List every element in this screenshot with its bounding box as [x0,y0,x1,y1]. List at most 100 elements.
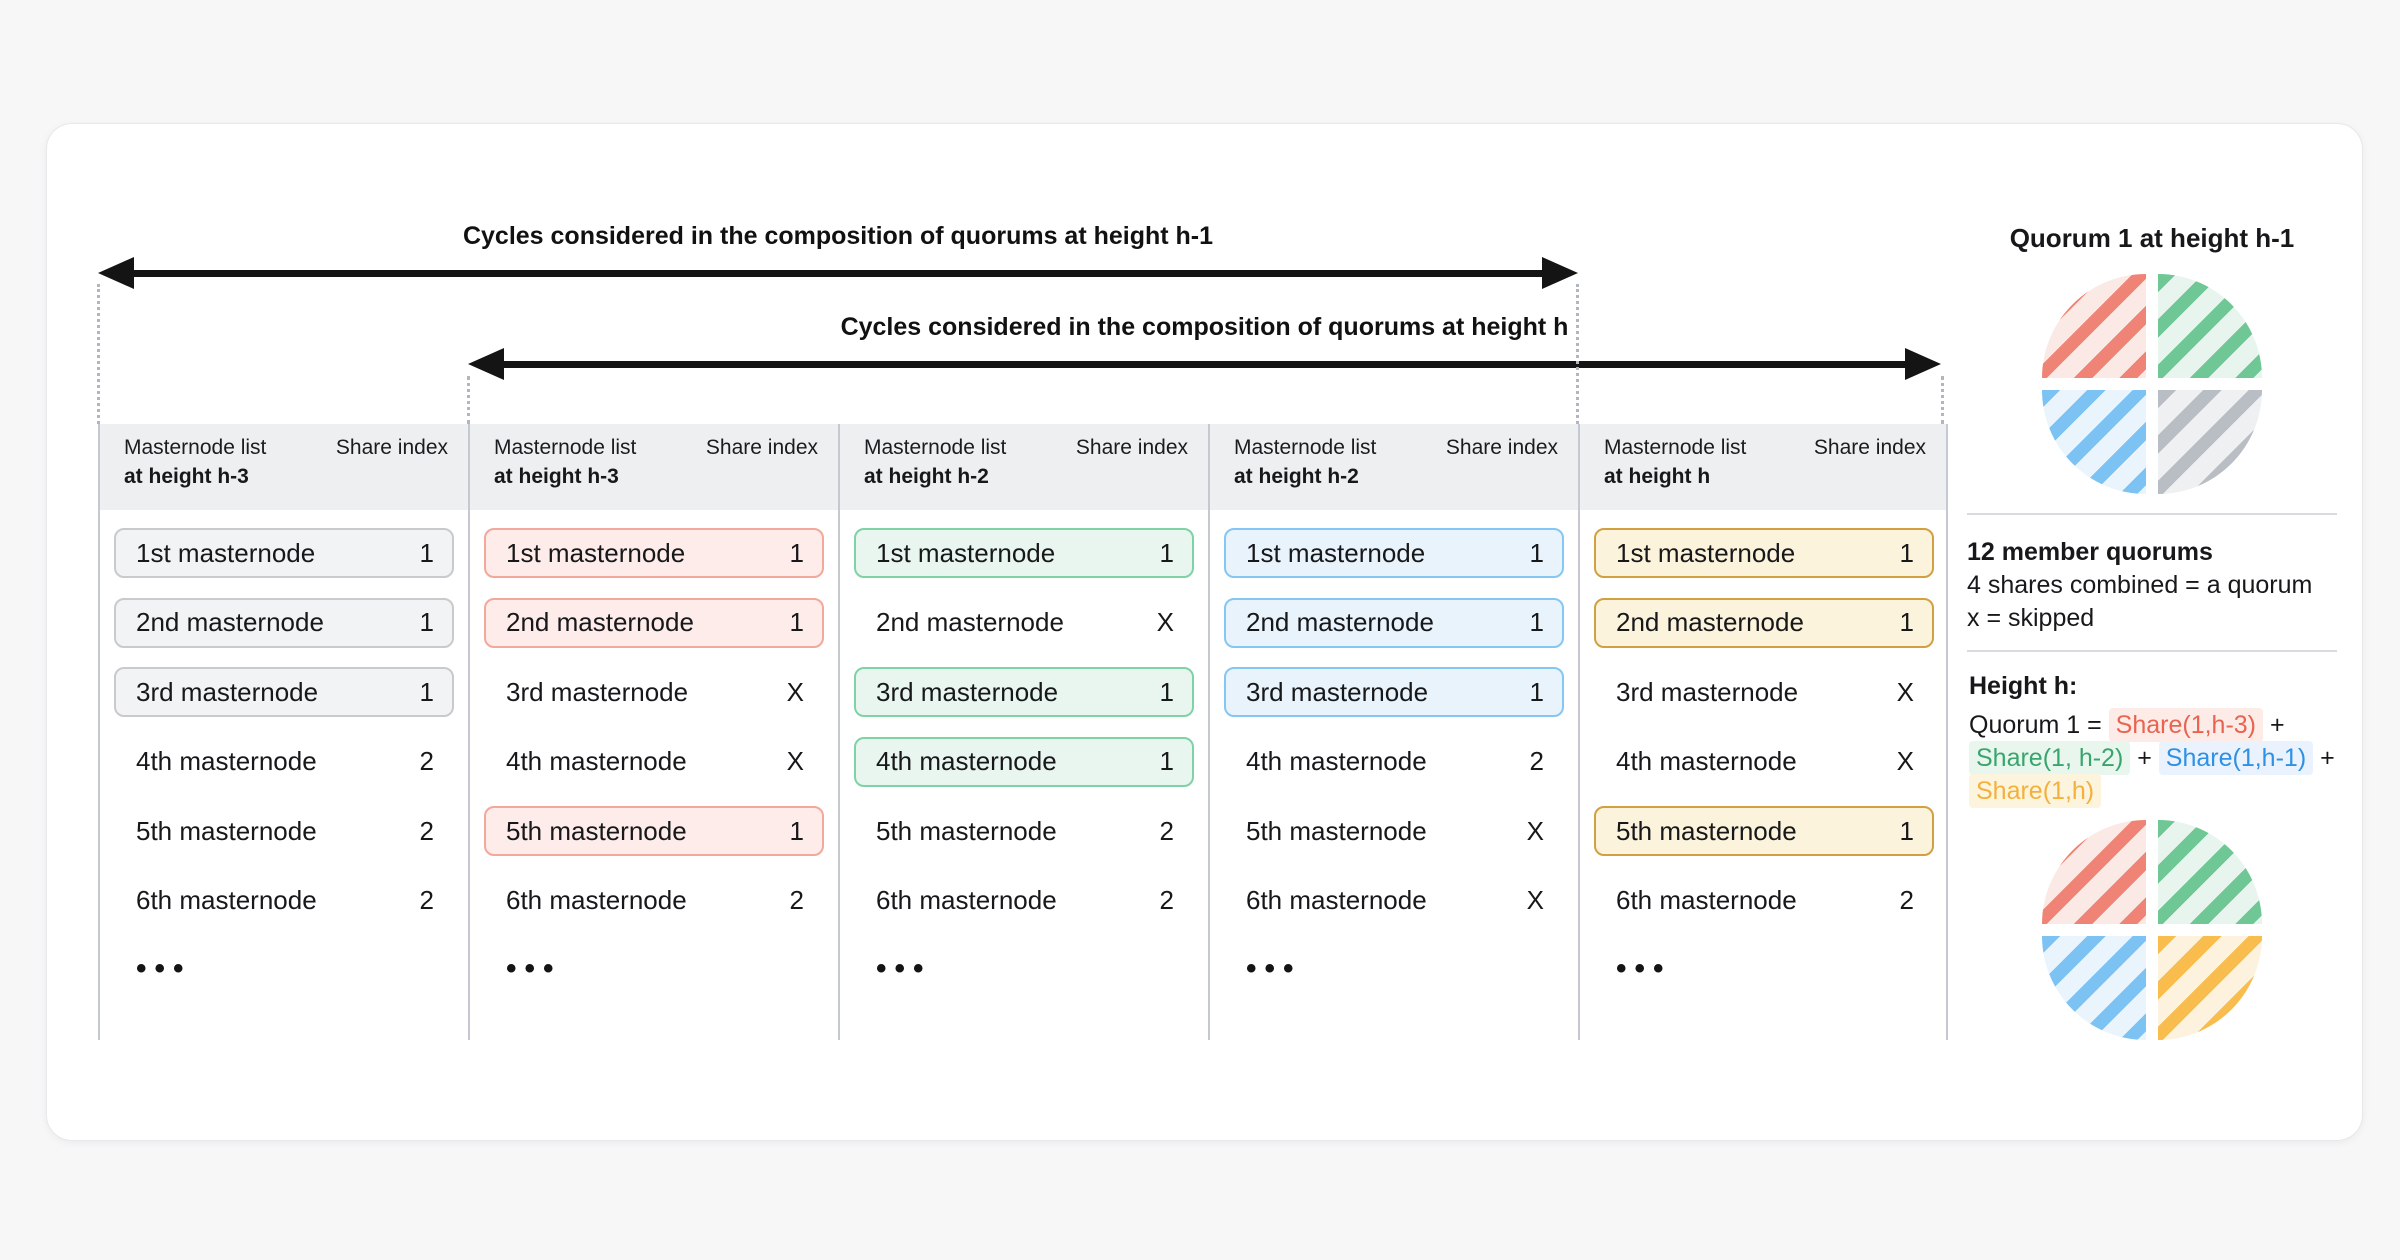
formula-line: Share(1,h) [1969,774,2349,808]
pie-quadrant-green-striped [2158,274,2262,378]
share-index-value: 1 [1159,676,1174,707]
share-index-value: X [1156,607,1174,637]
pie-quadrant-yellow-striped [2158,936,2262,1040]
share-index-value: 1 [1159,746,1174,776]
column-header-line1: Masternode list Share index [1234,436,1558,460]
share-index-value: 1 [1899,537,1914,568]
column-title: Masternode list [1234,436,1377,459]
masternode-row: 4th masternode 1 [854,736,1194,787]
column-header: Masternode list Share index at height h-3 [470,424,838,510]
masternode-row: 5th masternode 1 [1594,806,1934,856]
masternode-row: 5th masternode 2 [854,806,1194,856]
quorum-notes: 12 member quorums 4 shares combined = a … [1967,536,2347,635]
panel-divider [1967,513,2337,515]
pie-quadrant-red-striped [2042,274,2146,378]
masternode-label: 6th masternode [1616,885,1797,915]
column-header-line1: Masternode list Share index [124,436,448,460]
more-rows-ellipsis: ••• [1616,952,1672,985]
share-index-value: 1 [1899,815,1914,846]
formula-term-blue: Share(1,h-1) [2158,741,2314,775]
share-index-value: 2 [419,815,434,846]
share-index-value: 1 [789,537,804,568]
pie-quadrant-blue-striped [2042,390,2146,494]
column-title: Masternode list [494,436,637,459]
masternode-row: 4th masternode X [1594,737,1934,787]
share-index-value: 1 [1159,537,1174,568]
masternode-row: 2nd masternode 1 [484,597,824,648]
panel-divider [1967,650,2337,652]
share-index-value: 1 [789,815,804,846]
share-index-value: 2 [419,746,434,776]
shares-combined-note: 4 shares combined = a quorum [1967,571,2313,599]
formula-term-plain: + [2313,744,2335,772]
share-index-value: X [1526,885,1544,915]
masternode-label: 1st masternode [1246,537,1426,568]
dotted-connector [1941,376,1944,424]
masternode-row: 3rd masternode X [1594,667,1934,717]
share-index-value: 2 [1159,815,1174,846]
masternode-row: 6th masternode 2 [114,876,454,926]
formula-term-yellow: Share(1,h) [1969,774,2102,808]
column-header: Masternode list Share index at height h [1580,424,1946,510]
dotted-connector [1576,284,1579,424]
masternode-label: 5th masternode [506,815,687,846]
cycles-arrow-h-1 [98,257,1578,289]
column-header-line1: Masternode list Share index [1604,436,1926,460]
masternode-row: 5th masternode 1 [484,806,824,856]
cycles-arrow-label-h-1: Cycles considered in the composition of … [462,222,1214,250]
masternode-label: 2nd masternode [1616,607,1804,637]
masternode-row: 5th masternode X [1224,806,1564,856]
quorum-pie-chart-h-1 [2042,274,2262,494]
masternode-row: 4th masternode X [484,737,824,787]
masternode-row: 1st masternode 1 [114,528,454,578]
arrow-right-head-icon [1542,257,1578,289]
masternode-column-at-height-h-3: Masternode list Share index at height h-3 1… [468,424,838,1040]
masternode-label: 3rd masternode [506,676,689,707]
masternode-label: 3rd masternode [1246,676,1429,707]
column-title: Masternode list [124,436,267,459]
more-rows-ellipsis: ••• [506,952,562,985]
quorum-title: Quorum 1 at height h-1 [2009,223,2295,253]
masternode-row: 3rd masternode 1 [1224,667,1564,717]
masternode-row: 3rd masternode X [484,667,824,717]
formula-term-plain: + [2263,711,2285,739]
column-subtitle: at height h-2 [864,465,989,488]
skipped-note: x = skipped [1967,604,2095,632]
masternode-label: 4th masternode [1616,746,1797,776]
masternode-row: 3rd masternode 1 [854,667,1194,717]
masternode-row: 4th masternode 2 [114,737,454,787]
more-rows-ellipsis: ••• [1246,952,1302,985]
masternode-label: 6th masternode [876,885,1057,915]
cycles-arrow-h [468,348,1941,380]
cycles-arrow-label-h: Cycles considered in the composition of … [840,313,1569,341]
share-index-value: 1 [419,676,434,707]
masternode-column-at-height-h-2: Masternode list Share index at height h-2 1… [838,424,1208,1040]
column-subtitle: at height h [1604,465,1711,488]
formula-term-plain: + [2130,744,2159,772]
column-title: Masternode list [1604,436,1747,459]
masternode-label: 3rd masternode [876,676,1059,707]
masternode-row: 6th masternode 2 [1594,876,1934,926]
masternode-label: 2nd masternode [876,607,1064,637]
masternode-label: 4th masternode [506,746,687,776]
share-index-value: X [1896,746,1914,776]
masternode-label: 1st masternode [506,537,686,568]
masternode-label: 6th masternode [1246,885,1427,915]
masternode-label: 3rd masternode [136,676,319,707]
share-index-value: 1 [1529,607,1544,637]
masternode-label: 5th masternode [876,815,1057,846]
masternode-label: 3rd masternode [1616,676,1799,707]
share-index-value: 1 [1899,607,1914,637]
masternode-label: 6th masternode [136,885,317,915]
column-title: Masternode list [864,436,1007,459]
share-index-value: 2 [419,885,434,915]
arrow-right-head-icon [1905,348,1941,380]
column-header-line1: Masternode list Share index [864,436,1188,460]
share-index-value: X [1526,815,1544,846]
share-index-label: Share index [1445,436,1558,459]
more-rows-ellipsis: ••• [876,952,932,985]
diagram-card: Cycles considered in the composition of … [46,123,2363,1141]
column-header: Masternode list Share index at height h-3 [100,424,468,510]
masternode-row: 1st masternode 1 [1594,528,1934,578]
